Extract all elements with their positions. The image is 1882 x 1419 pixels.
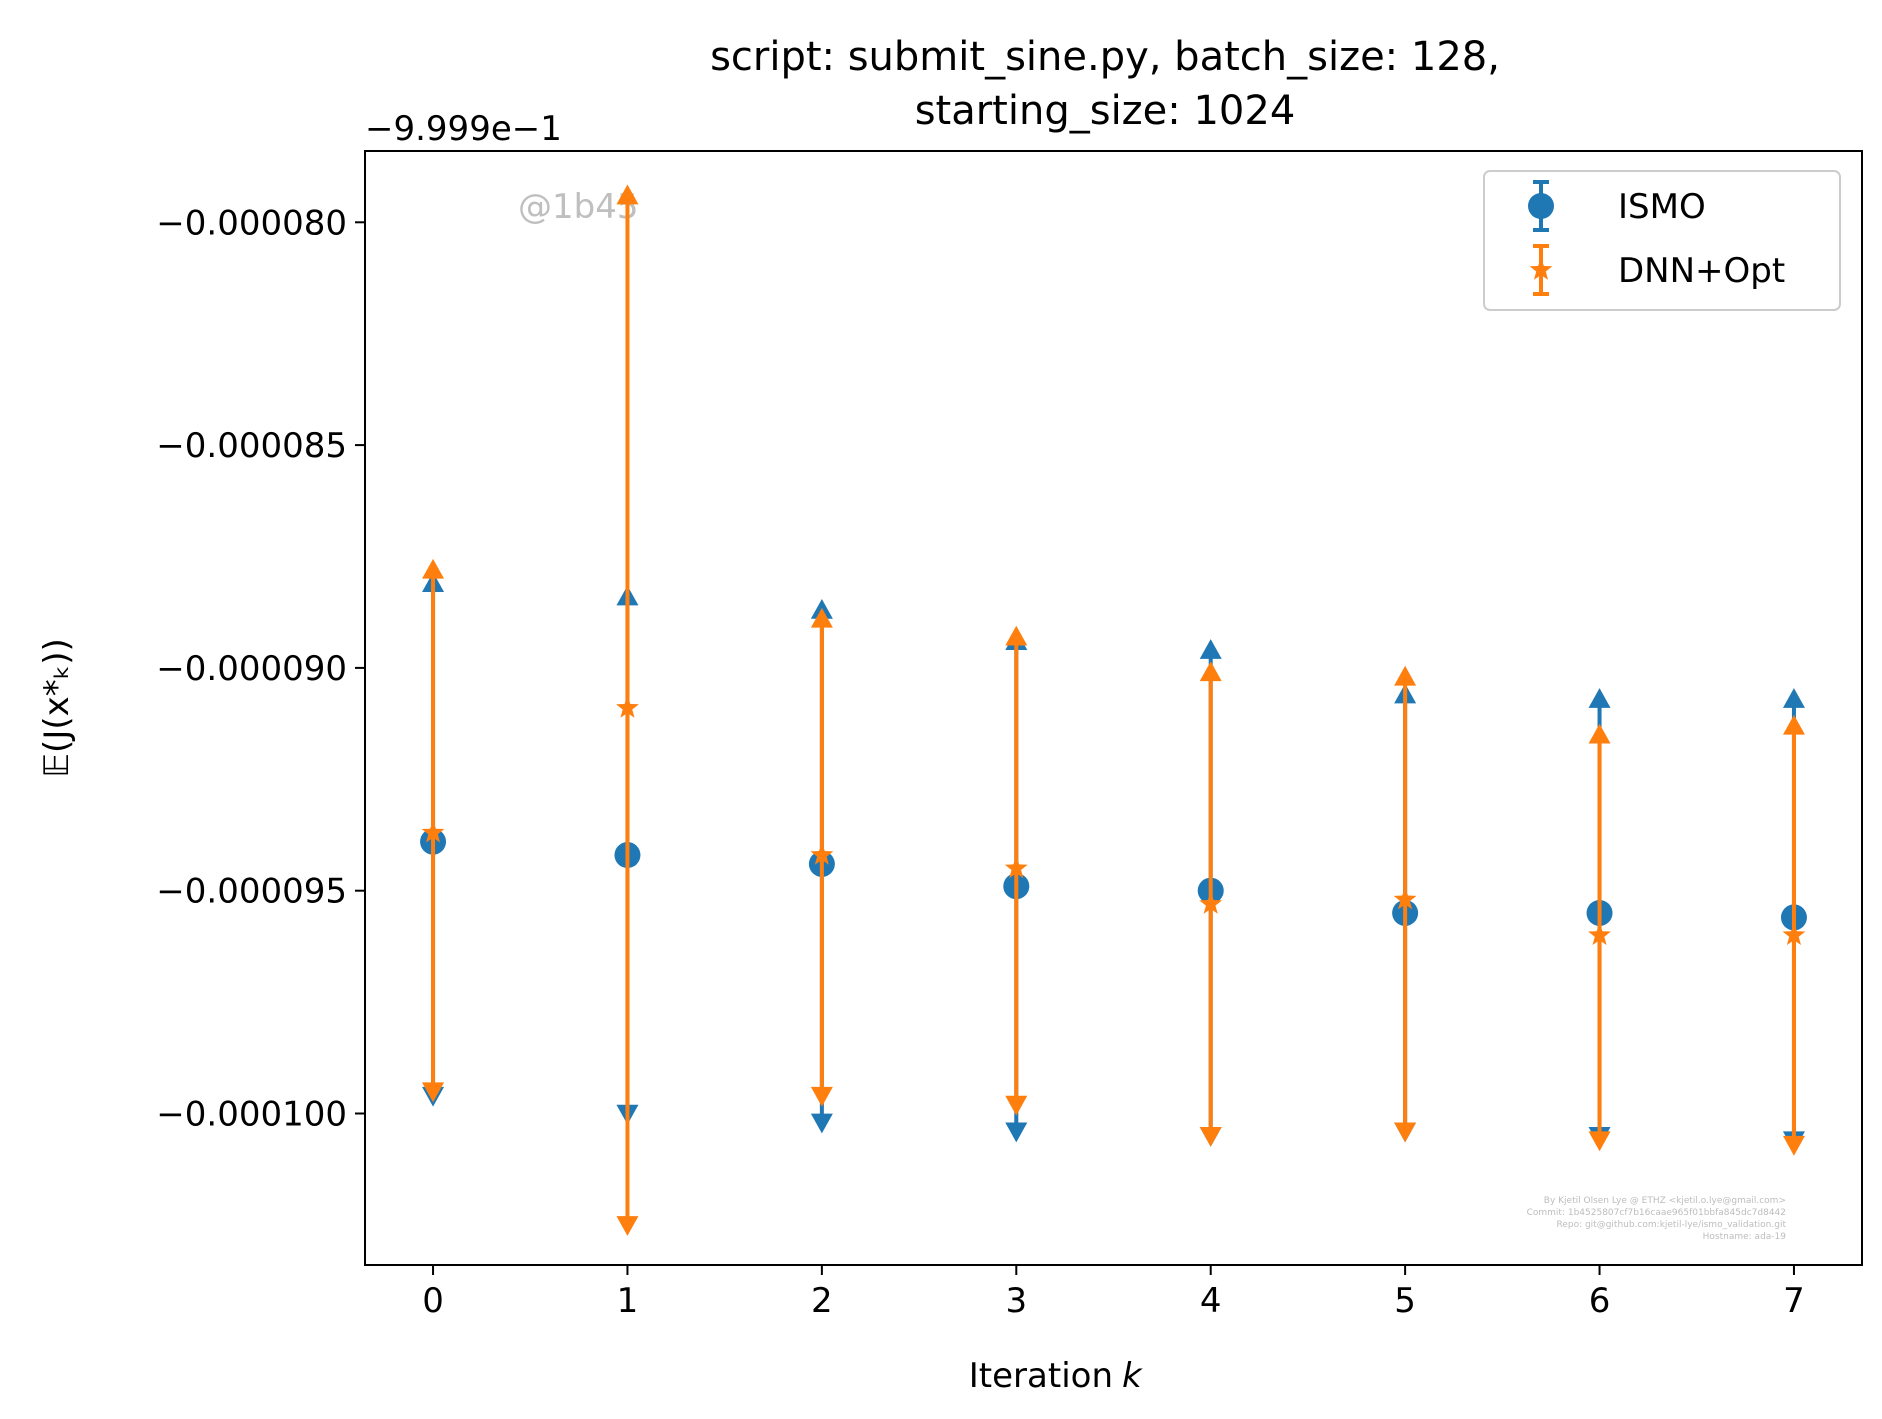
- credits-block: By Kjetil Olsen Lye @ ETHZ <kjetil.o.lye…: [1527, 1196, 1787, 1242]
- error-cap-lower: [1394, 1122, 1417, 1143]
- series-layer: [420, 184, 1807, 1236]
- error-cap-lower: [1005, 1122, 1028, 1143]
- error-cap-upper: [1782, 714, 1805, 735]
- legend-box: [1483, 170, 1841, 311]
- data-point: [1199, 892, 1223, 914]
- x-axis: 0 1 2 3 4 5 6 7: [422, 1265, 1805, 1321]
- error-cap-upper: [810, 607, 833, 628]
- error-cap-upper: [1005, 625, 1028, 646]
- error-cap-lower: [422, 1082, 445, 1103]
- data-point: [616, 696, 639, 718]
- data-point: [1782, 923, 1806, 945]
- x-axis-label: Iteration: [969, 1356, 1113, 1396]
- credits-line-4: Hostname: ada-19: [1703, 1232, 1787, 1242]
- legend-entry: ISMO: [1528, 180, 1706, 232]
- x-tick-label: 1: [617, 1281, 639, 1321]
- y-axis: −0.000080 −0.000085 −0.000090 −0.000095 −0.0…: [156, 203, 365, 1134]
- error-cap-upper: [1199, 639, 1222, 659]
- error-cap-lower: [1588, 1131, 1611, 1152]
- error-cap-upper: [1199, 661, 1222, 682]
- data-point: [810, 843, 834, 865]
- chart-title-line-1: script: submit_sine.py, batch_size: 128,: [710, 34, 1500, 80]
- credits-line-2: Commit: 1b4525807cf7b16caae965f01bbfa845…: [1527, 1208, 1786, 1218]
- x-tick-label: 5: [1394, 1281, 1416, 1321]
- error-cap-upper: [1782, 688, 1805, 708]
- data-point: [1588, 923, 1611, 945]
- y-axis-label: 𝔼(J(x*ₖ)): [37, 638, 77, 778]
- series-dnn-opt: [421, 184, 1806, 1236]
- data-point: [1004, 856, 1028, 879]
- y-tick-label: −0.000080: [156, 203, 347, 243]
- error-cap-upper: [616, 184, 639, 205]
- x-axis-label-variable: k: [1122, 1356, 1143, 1396]
- y-tick-label: −0.000100: [156, 1094, 347, 1134]
- error-cap-lower: [810, 1086, 833, 1107]
- y-tick-label: −0.000085: [156, 426, 347, 466]
- legend-label: DNN+Opt: [1618, 251, 1785, 291]
- error-cap-upper: [1588, 688, 1611, 708]
- error-cap-lower: [1782, 1135, 1805, 1156]
- legend-marker: [1529, 258, 1553, 280]
- y-tick-label: −0.000090: [156, 649, 347, 689]
- legend-marker: [1528, 193, 1554, 219]
- credits-line-3: Repo: git@github.com:kjetil-lye/ismo_val…: [1556, 1220, 1786, 1230]
- legend-entry: DNN+Opt: [1529, 244, 1785, 296]
- x-tick-label: 2: [811, 1281, 833, 1321]
- y-axis-offset-text: −9.999e−1: [365, 109, 562, 149]
- error-cap-lower: [1199, 1126, 1222, 1147]
- error-cap-lower: [616, 1216, 639, 1236]
- x-tick-label: 3: [1005, 1281, 1027, 1321]
- error-cap-upper: [1588, 723, 1611, 744]
- y-tick-label: −0.000095: [156, 872, 347, 912]
- credits-line-1: By Kjetil Olsen Lye @ ETHZ <kjetil.o.lye…: [1544, 1196, 1786, 1206]
- legend-label: ISMO: [1618, 187, 1706, 227]
- x-tick-label: 7: [1783, 1281, 1805, 1321]
- watermark-text: @1b45: [518, 187, 638, 227]
- error-cap-upper: [422, 558, 445, 579]
- chart-title-line-2: starting_size: 1024: [915, 88, 1296, 134]
- x-tick-label: 0: [422, 1281, 444, 1321]
- x-tick-label: 6: [1589, 1281, 1611, 1321]
- data-point: [1393, 887, 1417, 910]
- error-cap-upper: [1394, 665, 1417, 686]
- x-tick-label: 4: [1200, 1281, 1222, 1321]
- plot-area: [364, 150, 1863, 1266]
- legend: ISMO DNN+Opt: [1483, 170, 1841, 311]
- error-cap-lower: [810, 1113, 833, 1134]
- error-cap-lower: [1005, 1095, 1028, 1116]
- data-point: [421, 820, 445, 843]
